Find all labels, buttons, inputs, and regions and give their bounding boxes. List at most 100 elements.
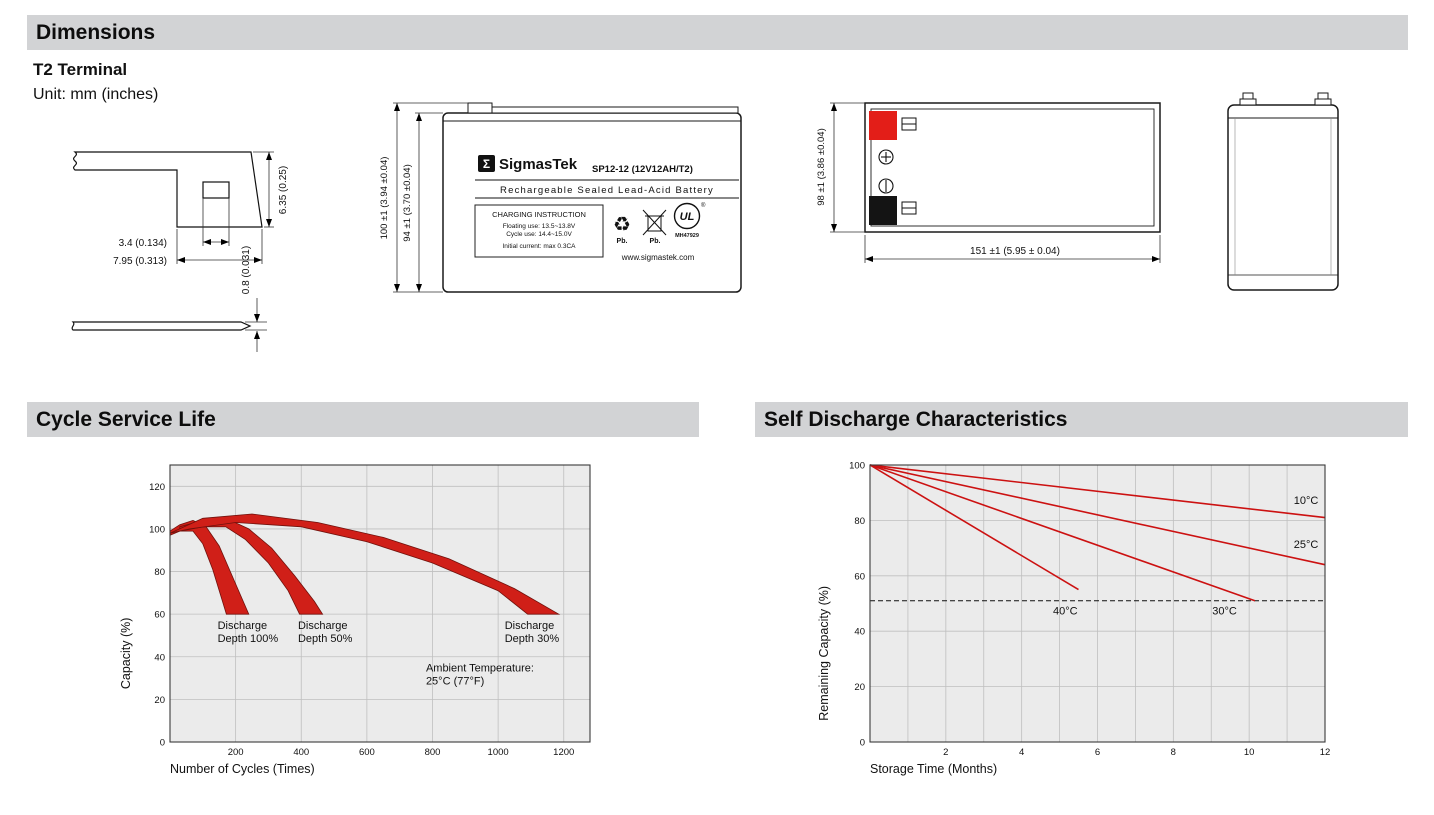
series-line (869, 464, 1326, 519)
x-tick-label: 12 (1320, 747, 1331, 758)
lid-edge-strip (491, 106, 739, 114)
battery-case (442, 112, 742, 293)
dim-length-label: 151 ±1 (5.95 ± 0.04) (970, 246, 1060, 257)
sigma-logo-icon (478, 155, 495, 172)
crossed-bin-icon (642, 209, 667, 236)
dim-case-height-label: 94 ±1 (3.70 ±0.04) (402, 164, 413, 242)
cycle-service-life-chart: Discharge Depth 100% Discharge Depth 50% Dis… (100, 455, 645, 795)
dim-width-label: 98 ±1 (3.86 ±0.04) (816, 128, 827, 206)
section-header-cycle-life: Cycle Service Life (27, 402, 699, 437)
negative-terminal-marker (869, 196, 897, 225)
y-tick-label: 60 (154, 610, 165, 621)
section-header-dimensions: Dimensions (27, 15, 1408, 50)
x-tick-label: 800 (425, 747, 441, 758)
battery-front-view: Σ SigmasTek SP12-12 (12V12AH/T2) Recharg… (379, 102, 742, 293)
y-tick-label: 0 (160, 738, 165, 749)
annotation: Discharge (298, 620, 348, 632)
dimension-lines (830, 102, 1161, 263)
x-tick-label: 10 (1244, 747, 1255, 758)
website-text: www.sigmastek.com (621, 253, 695, 262)
registered-mark: ® (701, 202, 706, 209)
model-text: SP12-12 (12V12AH/T2) (592, 164, 693, 175)
cycle-life-title: Cycle Service Life (36, 407, 216, 431)
self-discharge-chart: 40°C 30°C 25°C 10°C 2 4 6 8 10 12 0 20 40 60 80 100 Stor… (790, 455, 1335, 795)
positive-terminal-marker (869, 111, 897, 140)
annotation: Depth 30% (505, 633, 560, 645)
terminal-tabs (901, 117, 917, 215)
terminal-detail-drawing: 3.4 (0.134) 7.95 (0.313) 6.35 (0.25) 0.8… (71, 151, 289, 352)
ul-label: UL (680, 211, 695, 223)
series-label: 30°C (1212, 606, 1237, 618)
end-view-terminals (1239, 92, 1332, 106)
charging-instruction-box (474, 204, 604, 258)
dim-hole-width-label: 3.4 (0.134) (119, 238, 167, 249)
annotation: Depth 50% (298, 633, 353, 645)
plot-border (169, 464, 591, 743)
terminal-profile-outline (73, 151, 263, 228)
dimension-lines (176, 151, 274, 352)
x-axis-title: Number of Cycles (Times) (170, 762, 315, 776)
x-tick-label: 400 (293, 747, 309, 758)
terminal-strip-outline (71, 321, 252, 331)
annotation: 25°C (77°F) (426, 676, 484, 688)
section-header-self-discharge: Self Discharge Characteristics (755, 402, 1408, 437)
x-tick-label: 6 (1095, 747, 1100, 758)
y-tick-label: 20 (154, 695, 165, 706)
series-label: 10°C (1294, 495, 1319, 507)
x-tick-label: 8 (1171, 747, 1176, 758)
y-tick-label: 100 (849, 461, 865, 472)
dim-tab-width-label: 7.95 (0.313) (113, 256, 167, 267)
front-terminal-tab (467, 102, 493, 114)
battery-end-view (1227, 92, 1339, 291)
series-line (869, 464, 1326, 566)
terminal-type-title: T2 Terminal (33, 60, 128, 79)
y-tick-label: 80 (854, 516, 865, 527)
pb-recycle-label: Pb. (617, 238, 628, 245)
charging-floating: Floating use: 13.5~13.8V (503, 223, 576, 230)
series-label: 25°C (1294, 539, 1319, 551)
series-line (869, 464, 1079, 591)
y-tick-label: 40 (154, 652, 165, 663)
unit-note: Unit: mm (inches) (33, 86, 159, 103)
recycle-icon: ♻ (613, 214, 631, 236)
battery-top-view: 98 ±1 (3.86 ±0.04) 151 ±1 (5.95 ± 0.04) (816, 102, 1161, 263)
charging-title: CHARGING INSTRUCTION (492, 210, 586, 219)
pb-bin-label: Pb. (650, 238, 661, 245)
x-tick-label: 200 (228, 747, 244, 758)
x-tick-label: 600 (359, 747, 375, 758)
dim-terminal-height-label: 6.35 (0.25) (278, 166, 289, 214)
x-tick-label: 1200 (553, 747, 574, 758)
series-label: 40°C (1053, 606, 1078, 618)
discharge-band (169, 513, 561, 615)
y-tick-label: 0 (860, 738, 865, 749)
plus-terminal-icon (878, 149, 894, 165)
series-line (869, 464, 1256, 602)
dim-thickness-label: 0.8 (0.031) (241, 246, 252, 294)
self-discharge-title: Self Discharge Characteristics (764, 407, 1068, 431)
annotation: Discharge (505, 620, 555, 632)
y-tick-label: 120 (149, 482, 165, 493)
annotation: Discharge (218, 620, 268, 632)
annotation: Ambient Temperature: (426, 663, 534, 675)
terminal-hole (202, 181, 230, 199)
type-line-text: Rechargeable Sealed Lead-Acid Battery (500, 185, 714, 196)
y-tick-label: 40 (854, 627, 865, 638)
chart-svg: 40°C 30°C 25°C 10°C 2 4 6 8 10 12 0 20 40 60 80 100 Stor… (817, 461, 1331, 777)
x-tick-label: 2 (943, 747, 948, 758)
y-tick-label: 20 (854, 682, 865, 693)
x-axis-title: Storage Time (Months) (870, 762, 997, 776)
sigma-glyph: Σ (483, 157, 490, 171)
y-tick-label: 60 (854, 571, 865, 582)
charging-initial: Initial current: max 0.3CA (503, 243, 577, 250)
dim-total-height-label: 100 ±1 (3.94 ±0.04) (379, 157, 390, 240)
dimension-lines (393, 102, 468, 293)
y-axis-title: Remaining Capacity (%) (817, 586, 831, 721)
ul-code-text: MH47929 (675, 233, 699, 239)
charging-cycle: Cycle use: 14.4~15.0V (506, 231, 572, 238)
x-tick-label: 1000 (488, 747, 509, 758)
dimensions-title: Dimensions (36, 20, 156, 44)
y-axis-title: Capacity (%) (119, 618, 133, 690)
y-tick-label: 100 (149, 524, 165, 535)
